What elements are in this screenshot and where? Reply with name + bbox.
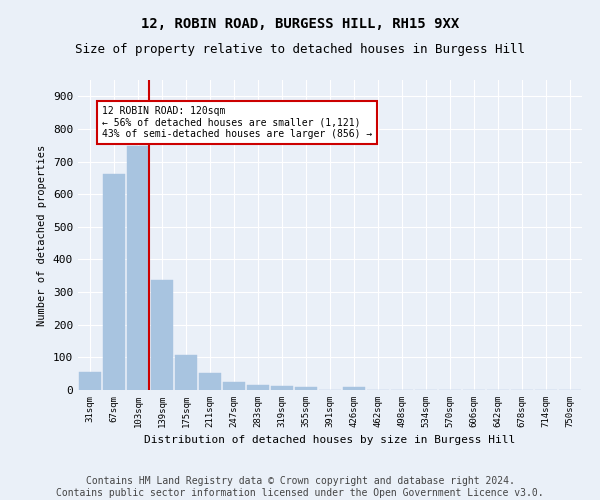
Bar — [223, 382, 245, 390]
Bar — [247, 386, 269, 390]
Text: 12, ROBIN ROAD, BURGESS HILL, RH15 9XX: 12, ROBIN ROAD, BURGESS HILL, RH15 9XX — [141, 18, 459, 32]
Bar — [175, 355, 197, 390]
Bar — [295, 388, 317, 390]
Bar — [79, 372, 101, 390]
Bar — [199, 373, 221, 390]
Text: 12 ROBIN ROAD: 120sqm
← 56% of detached houses are smaller (1,121)
43% of semi-d: 12 ROBIN ROAD: 120sqm ← 56% of detached … — [102, 106, 372, 140]
Bar — [343, 387, 365, 390]
Bar — [271, 386, 293, 390]
Bar — [127, 146, 149, 390]
X-axis label: Distribution of detached houses by size in Burgess Hill: Distribution of detached houses by size … — [145, 436, 515, 446]
Bar — [103, 174, 125, 390]
Bar — [151, 280, 173, 390]
Text: Size of property relative to detached houses in Burgess Hill: Size of property relative to detached ho… — [75, 42, 525, 56]
Y-axis label: Number of detached properties: Number of detached properties — [37, 144, 47, 326]
Text: Contains HM Land Registry data © Crown copyright and database right 2024.
Contai: Contains HM Land Registry data © Crown c… — [56, 476, 544, 498]
